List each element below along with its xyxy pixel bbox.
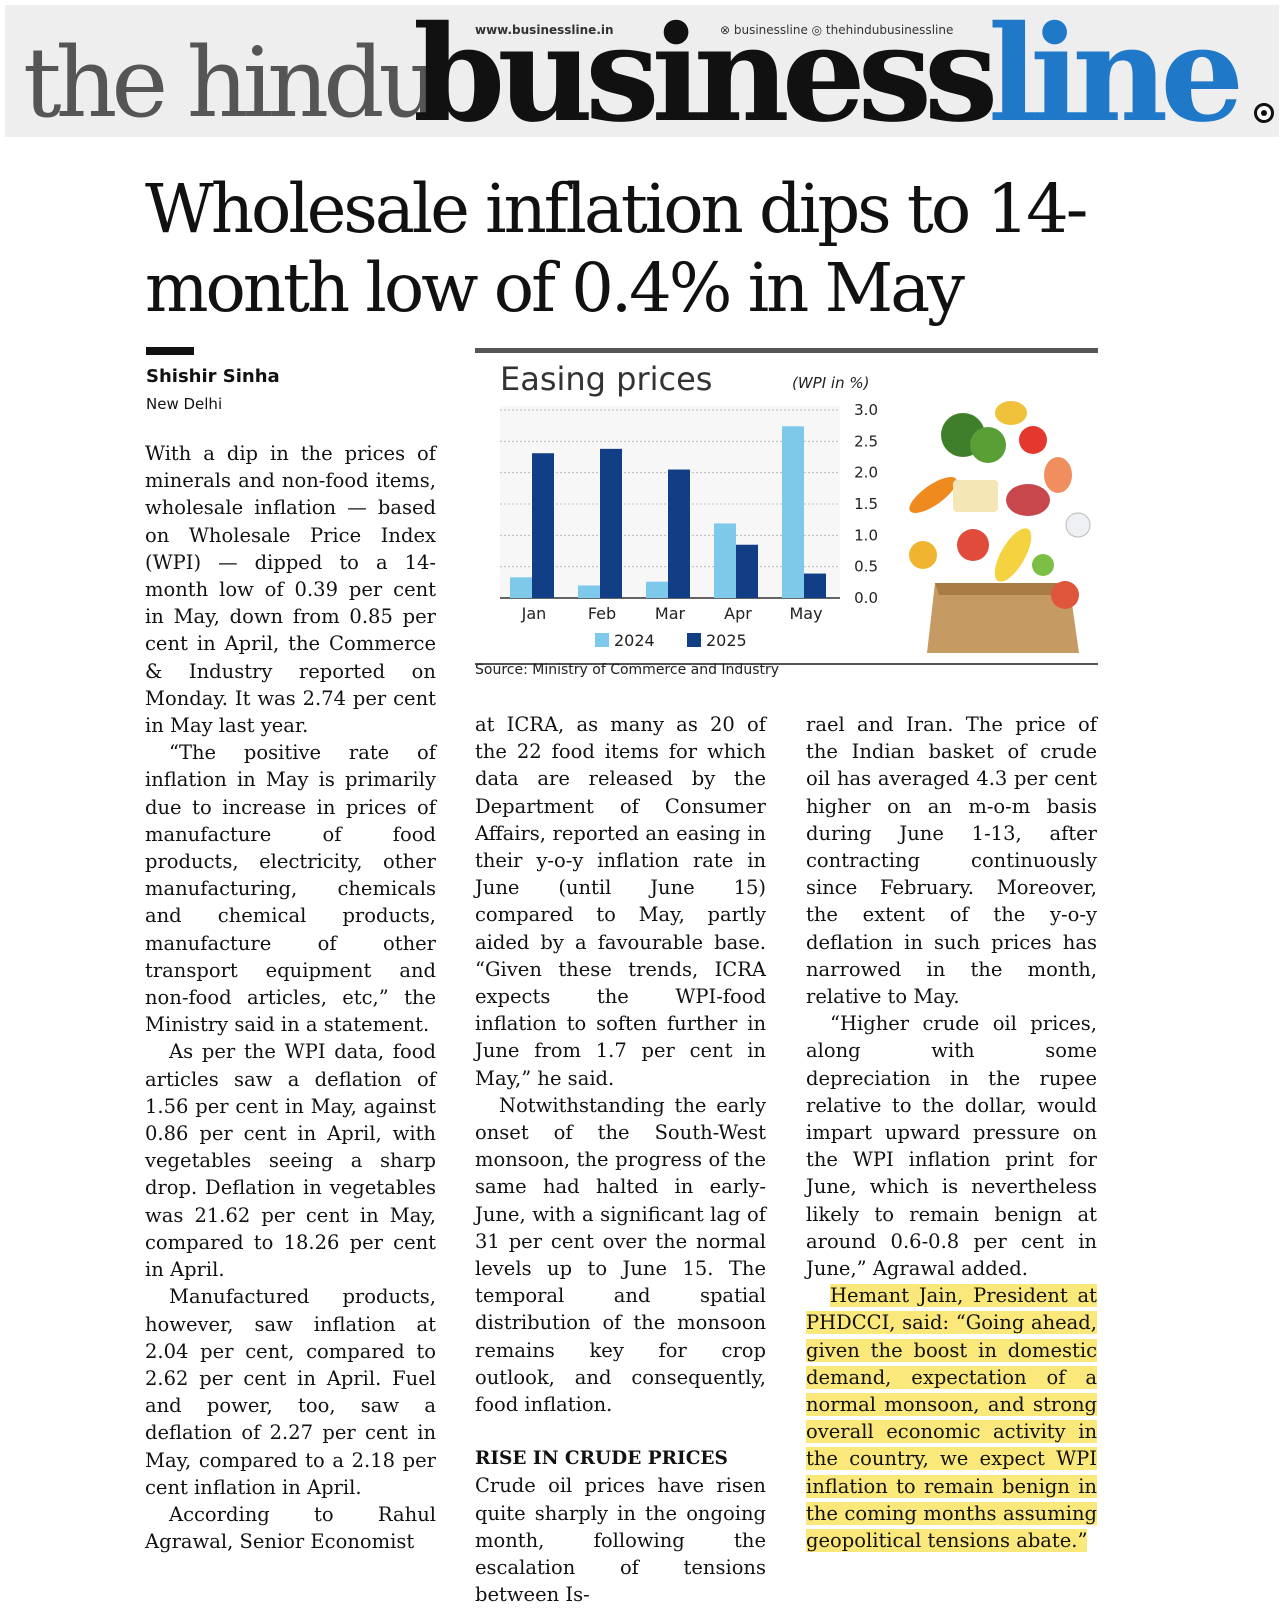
byline-author: Shishir Sinha	[146, 366, 280, 387]
y-tick-label: 1.0	[854, 526, 878, 544]
y-tick-label: 3.0	[854, 401, 878, 419]
article-column-2: at ICRA, as many as 20 of the 22 food it…	[475, 711, 766, 1609]
bar-2025-jan	[532, 453, 554, 598]
pepper-icon	[909, 541, 937, 569]
x-tick-label: Jan	[521, 604, 547, 623]
legend-swatch-2025	[687, 633, 701, 647]
paper-bag-icon	[927, 583, 1079, 653]
lemon-icon	[995, 401, 1027, 425]
byline-location: New Delhi	[146, 395, 223, 413]
paragraph: According to Rahul Agrawal, Senior Econo…	[145, 1502, 436, 1554]
chart-unit-label: (WPI in %)	[792, 374, 870, 392]
highlighted-quote: Hemant Jain, President at PHDCCI, said: …	[806, 1284, 1097, 1553]
y-tick-label: 1.5	[854, 495, 878, 513]
wpi-bar-chart: 3.0 2.5 2.0 1.5 1.0 0.5 0.0 Jan Feb Mar Apr May 2024…	[500, 401, 878, 650]
subheading: RISE IN CRUDE PRICES	[475, 1448, 728, 1470]
article-column-1: With a dip in the prices of minerals and…	[145, 440, 436, 1555]
spacer	[475, 1418, 766, 1445]
peach-icon	[1044, 457, 1072, 493]
chart-source: Source: Ministry of Commerce and Industr…	[475, 662, 780, 678]
brand-line: line	[988, 5, 1244, 138]
bar-2024-jan	[510, 577, 532, 598]
bar-2024-mar	[646, 581, 668, 598]
headline: Wholesale inflation dips to 14-month low…	[145, 170, 1088, 327]
paragraph: rael and Iran. The price of the Indian b…	[806, 713, 1097, 1009]
bar-2024-feb	[578, 585, 600, 598]
masthead-social-handles: ⊗ businessline ◎ thehindubusinessline	[720, 23, 954, 37]
paragraph: As per the WPI data, food articles saw a…	[145, 1040, 436, 1282]
paragraph: “The positive rate of inflation in May i…	[145, 741, 436, 1037]
x-tick-label: May	[789, 604, 822, 623]
paragraph: Crude oil prices have risen quite sharpl…	[475, 1474, 766, 1607]
grocery-bag-illustration	[909, 401, 1091, 653]
banana-icon	[994, 528, 1032, 582]
bar-2025-may	[804, 573, 826, 598]
brand-the-hindu: the hindu	[23, 27, 440, 137]
y-tick-label: 0.0	[854, 589, 878, 607]
article-column-3: rael and Iran. The price of the Indian b…	[806, 711, 1097, 1554]
x-tick-label: Mar	[655, 604, 686, 623]
carrot-icon	[909, 476, 957, 514]
chart-frame	[475, 348, 1098, 665]
meat-icon	[1006, 484, 1050, 516]
paragraph: “Higher crude oil prices, along with som…	[806, 1012, 1097, 1281]
bar-2025-mar	[668, 469, 690, 598]
bar-2024-apr	[714, 523, 736, 598]
chart-title: Easing prices	[500, 360, 713, 398]
y-tick-label: 2.0	[854, 464, 878, 482]
byline-rule	[146, 347, 194, 355]
masthead-url: www.businessline.in	[475, 23, 614, 37]
y-tick-label: 0.5	[854, 558, 878, 576]
x-tick-label: Apr	[724, 604, 752, 623]
paragraph: Manufactured products, however, saw infl…	[145, 1285, 436, 1499]
bar-2024-may	[782, 426, 804, 598]
paragraph: at ICRA, as many as 20 of the 22 food it…	[475, 713, 766, 1090]
highlighted-paragraph: Hemant Jain, President at PHDCCI, said: …	[806, 1282, 1097, 1554]
tomato-icon	[1019, 426, 1047, 454]
cheese-icon	[953, 480, 998, 512]
bar-2025-apr	[736, 544, 758, 598]
paragraph: Notwithstanding the early onset of the S…	[475, 1093, 766, 1417]
legend-label-2025: 2025	[706, 631, 747, 650]
legend-swatch-2024	[595, 633, 609, 647]
masthead: www.businessline.in ⊗ businessline ◎ the…	[5, 5, 1279, 137]
milk-bottle-icon	[1065, 512, 1091, 538]
registered-dot-icon	[1254, 103, 1274, 123]
brand-business: business	[413, 5, 998, 138]
legend-label-2024: 2024	[614, 631, 655, 650]
x-tick-label: Feb	[588, 604, 616, 623]
y-tick-label: 2.5	[854, 432, 878, 450]
paragraph: With a dip in the prices of minerals and…	[145, 442, 436, 738]
bar-2025-feb	[600, 448, 622, 598]
